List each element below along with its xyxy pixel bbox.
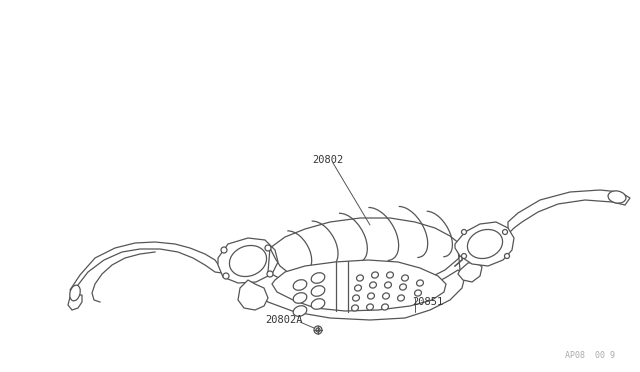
Ellipse shape [372, 272, 378, 278]
Ellipse shape [293, 293, 307, 303]
Ellipse shape [351, 305, 358, 311]
Ellipse shape [417, 280, 424, 286]
Ellipse shape [311, 286, 324, 296]
Ellipse shape [369, 282, 376, 288]
Ellipse shape [353, 295, 360, 301]
Polygon shape [508, 190, 630, 234]
Ellipse shape [223, 273, 229, 279]
Ellipse shape [311, 299, 324, 309]
Polygon shape [248, 265, 465, 320]
Ellipse shape [401, 275, 408, 281]
Text: 20802A: 20802A [265, 315, 303, 325]
Ellipse shape [311, 273, 324, 283]
Ellipse shape [367, 304, 374, 310]
Ellipse shape [316, 328, 320, 332]
Polygon shape [272, 260, 446, 311]
Ellipse shape [70, 285, 80, 301]
Ellipse shape [397, 295, 404, 301]
Ellipse shape [502, 230, 508, 234]
Ellipse shape [467, 230, 502, 259]
Ellipse shape [608, 191, 626, 203]
Polygon shape [68, 242, 222, 310]
Ellipse shape [267, 271, 273, 277]
Ellipse shape [293, 306, 307, 316]
Ellipse shape [399, 284, 406, 290]
Ellipse shape [387, 272, 394, 278]
Ellipse shape [385, 282, 392, 288]
Polygon shape [458, 262, 482, 282]
Ellipse shape [461, 230, 467, 234]
Polygon shape [238, 280, 268, 310]
Ellipse shape [356, 275, 364, 281]
Ellipse shape [221, 247, 227, 253]
Polygon shape [455, 222, 514, 266]
Ellipse shape [461, 253, 467, 259]
Ellipse shape [381, 304, 388, 310]
Ellipse shape [367, 293, 374, 299]
Text: AP08  00 9: AP08 00 9 [565, 350, 615, 359]
Ellipse shape [355, 285, 362, 291]
Text: 20851: 20851 [412, 297, 444, 307]
Ellipse shape [415, 290, 422, 296]
Ellipse shape [293, 280, 307, 290]
Ellipse shape [383, 293, 390, 299]
Ellipse shape [265, 245, 271, 251]
Ellipse shape [314, 326, 322, 334]
Text: 20802: 20802 [312, 155, 344, 165]
Ellipse shape [229, 246, 267, 276]
Ellipse shape [504, 253, 509, 259]
Polygon shape [218, 238, 278, 283]
